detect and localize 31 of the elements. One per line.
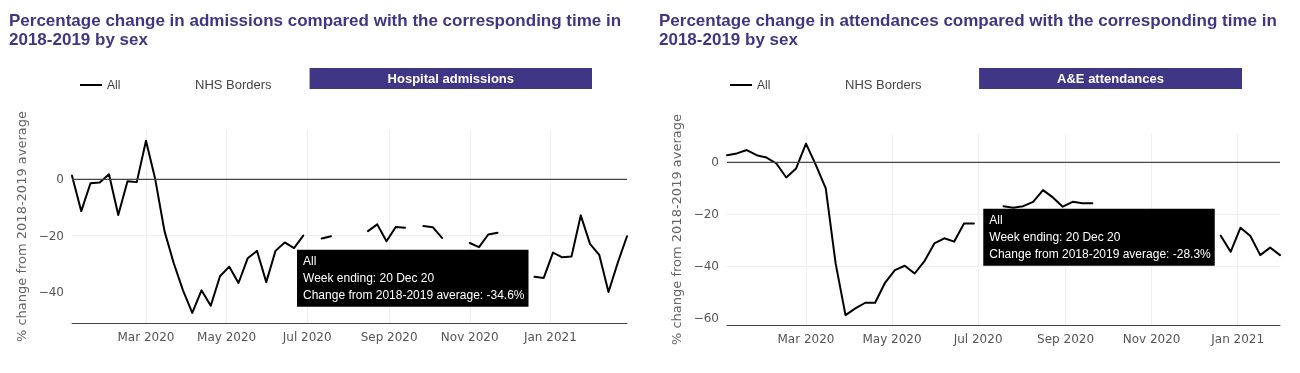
y-axis-title: % change from 2018-2019 average	[668, 113, 684, 346]
chart-subtitle: NHS Borders	[195, 77, 273, 92]
legend-label: All	[107, 78, 121, 92]
x-tick-label: Nov 2020	[1122, 332, 1181, 346]
y-tick-label: 0	[56, 172, 64, 187]
y-tick-label: −60	[693, 310, 719, 325]
x-tick-label: May 2020	[862, 332, 922, 346]
chart-subtitle: NHS Borders	[845, 77, 923, 92]
x-tick-label: Jan 2021	[1210, 332, 1265, 346]
text: Hospital admissions	[387, 71, 514, 86]
text: A&E attendances	[1057, 71, 1164, 86]
x-tick-label: Jul 2020	[952, 332, 1003, 346]
x-tick-label: Sep 2020	[360, 330, 418, 344]
x-tick-label: Mar 2020	[777, 332, 835, 346]
y-tick-label: −40	[693, 258, 719, 273]
x-tick-label: Mar 2020	[117, 330, 175, 344]
chart-title: Percentage change in admissions compared with the corresponding time in 2018-2019 by sex	[9, 11, 626, 49]
y-tick-label: 0	[711, 155, 719, 170]
y-tick-label: −20	[693, 207, 719, 222]
x-tick-label: Sep 2020	[1037, 332, 1095, 346]
y-tick-label: −40	[38, 285, 64, 300]
x-tick-label: Nov 2020	[440, 330, 499, 344]
annotation: All Week ending: 20 Dec 20 Change from 2018-2019 average: -28.3%	[989, 213, 1212, 262]
legend-label: All	[757, 78, 771, 92]
x-tick-label: May 2020	[197, 330, 257, 344]
y-axis-title: % change from 2018-2019 average	[13, 110, 29, 343]
x-tick-label: Jul 2020	[281, 330, 332, 344]
y-tick-label: −20	[38, 228, 64, 243]
annotation: All Week ending: 20 Dec 20 Change from 2018-2019 average: -34.6%	[303, 254, 525, 303]
chart-title: Percentage change in attendances compared with the corresponding time in 2018-2019 by sex	[659, 11, 1282, 49]
x-tick-label: Jan 2021	[522, 330, 577, 344]
